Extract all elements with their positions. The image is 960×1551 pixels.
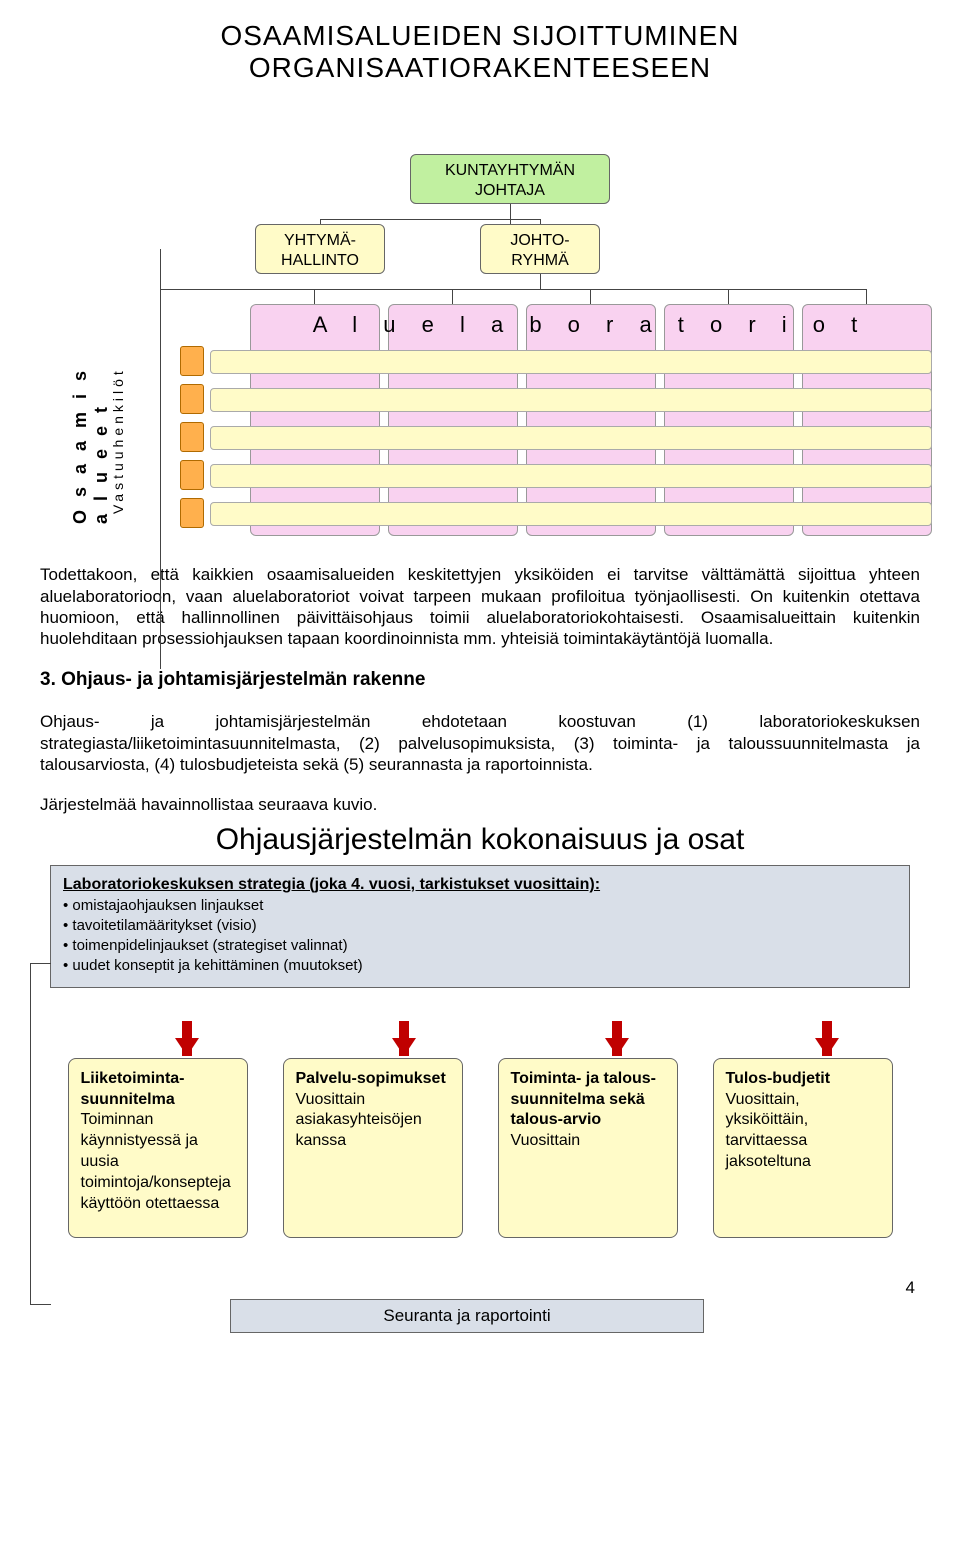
side-label-osaamisalueet: O s a a m i s a l u e e t <box>70 364 112 524</box>
arrow-stem <box>822 1021 832 1056</box>
connector <box>540 274 541 289</box>
page-title: OSAAMISALUEIDEN SIJOITTUMINEN ORGANISAAT… <box>40 20 920 84</box>
connector <box>728 289 729 304</box>
seuranta-box: Seuranta ja raportointi <box>230 1299 704 1333</box>
strategy-box: Laboratoriokeskuksen strategia (joka 4. … <box>50 865 910 988</box>
strategy-bullet: omistajaohjauksen linjaukset <box>72 897 263 914</box>
connector <box>510 204 511 224</box>
arrow-down-icon <box>392 1038 416 1056</box>
competence-row <box>210 502 932 526</box>
person-marker <box>180 498 204 528</box>
plans-row: Liiketoiminta-suunnitelma Toiminnan käyn… <box>40 1058 920 1238</box>
plan-box-liiketoiminta: Liiketoiminta-suunnitelma Toiminnan käyn… <box>68 1058 248 1238</box>
strategy-bullet: toimenpidelinjaukset (strategiset valinn… <box>72 937 347 954</box>
title-line-2: ORGANISAATIORAKENTEESEEN <box>249 52 711 83</box>
plan-title: Liiketoiminta-suunnitelma <box>81 1070 185 1108</box>
plan-box-palvelu: Palvelu-sopimukset Vuosittain asiakasyht… <box>283 1058 463 1238</box>
arrow-stem <box>399 1021 409 1056</box>
ythyma-box: YHTYMÄ-HALLINTO <box>255 224 385 274</box>
competence-row <box>210 464 932 488</box>
arrow-stem <box>182 1021 192 1056</box>
diagram2-title: Ohjausjärjestelmän kokonaisuus ja osat <box>40 823 920 857</box>
connector <box>866 289 867 304</box>
connector <box>314 289 315 304</box>
ohjaus-diagram: Ohjausjärjestelmän kokonaisuus ja osat L… <box>40 823 920 1323</box>
plan-body: Toiminnan käynnistyessä ja uusia toimint… <box>81 1111 231 1211</box>
paragraph-1: Todettakoon, että kaikkien osaamisalueid… <box>40 564 920 649</box>
plan-title: Palvelu-sopimukset <box>296 1070 446 1087</box>
arrow-down-icon <box>175 1038 199 1056</box>
plan-box-tulos: Tulos-budjetit Vuosittain, yksiköittäin,… <box>713 1058 893 1238</box>
person-marker <box>180 346 204 376</box>
org-diagram: A l u e l a b o r a t o r i o t O s a a … <box>40 94 920 544</box>
person-marker <box>180 460 204 490</box>
page-number: 4 <box>906 1278 915 1298</box>
title-line-1: OSAAMISALUEIDEN SIJOITTUMINEN <box>220 20 739 51</box>
paragraph-3: Järjestelmää havainnollistaa seuraava ku… <box>40 795 920 815</box>
arrow-stem <box>612 1021 622 1056</box>
plan-title: Tulos-budjetit <box>726 1070 831 1087</box>
competence-row <box>210 426 932 450</box>
connector <box>160 289 866 290</box>
johto-box: JOHTO-RYHMÄ <box>480 224 600 274</box>
person-marker <box>180 422 204 452</box>
connector <box>160 249 161 669</box>
plan-title: Toiminta- ja talous-suunnitelma sekä tal… <box>511 1070 656 1129</box>
strategy-bullet: tavoitetilamääritykset (visio) <box>72 917 256 934</box>
competence-row <box>210 388 932 412</box>
connector <box>452 289 453 304</box>
strategy-bullets: • omistajaohjauksen linjaukset • tavoite… <box>63 896 897 977</box>
kunta-box: KUNTAYHTYMÄN JOHTAJA <box>410 154 610 204</box>
paragraph-2: Ohjaus- ja johtamisjärjestelmän ehdoteta… <box>40 711 920 775</box>
side-label-vastuuhenkilot: Vastuuhenkilöt <box>110 374 126 514</box>
person-marker <box>180 384 204 414</box>
feedback-loop <box>30 963 51 1305</box>
arrow-down-icon <box>815 1038 839 1056</box>
strategy-bullet: uudet konseptit ja kehittäminen (muutoks… <box>72 957 362 974</box>
plan-body: Vuosittain, yksiköittäin, tarvittaessa j… <box>726 1091 811 1170</box>
strategy-header: Laboratoriokeskuksen strategia (joka 4. … <box>63 874 897 896</box>
plan-box-toiminta: Toiminta- ja talous-suunnitelma sekä tal… <box>498 1058 678 1238</box>
arrow-down-icon <box>605 1038 629 1056</box>
competence-row <box>210 350 932 374</box>
plan-body: Vuosittain asiakasyhteisöjen kanssa <box>296 1091 422 1150</box>
section-3-heading: 3. Ohjaus- ja johtamisjärjestelmän raken… <box>40 669 920 691</box>
connector <box>590 289 591 304</box>
connector <box>320 219 540 220</box>
plan-body: Vuosittain <box>511 1132 581 1149</box>
alue-label: A l u e l a b o r a t o r i o t <box>250 312 930 338</box>
